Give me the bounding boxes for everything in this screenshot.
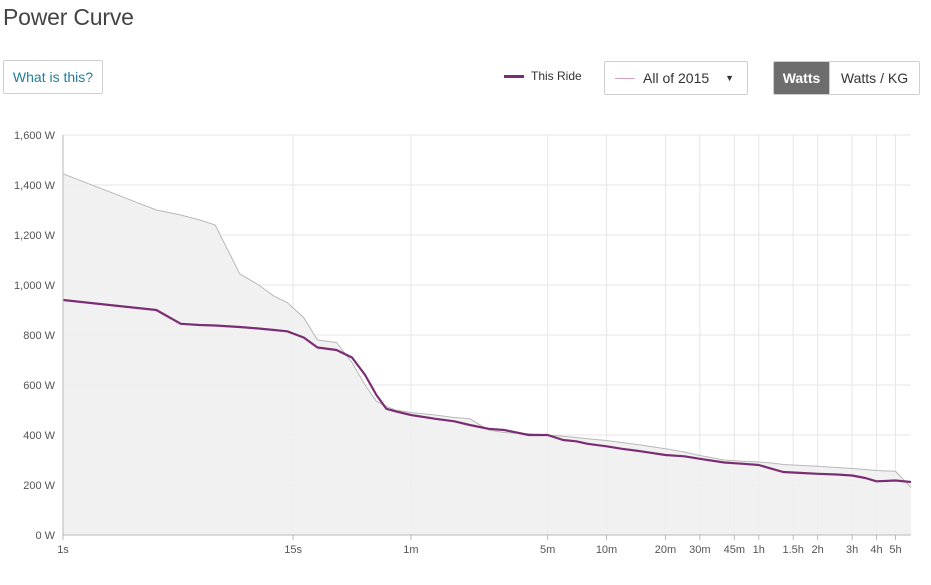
compare-period-value: All of 2015 [643,70,710,86]
x-tick-label: 1h [753,544,765,556]
x-tick-label: 5m [540,544,555,556]
y-tick-label: 0 W [35,530,55,542]
x-tick-label: 1.5h [783,544,804,556]
x-axis-ticks: 1s 15s 1m 5m 10m 20m 30m 45m 1h 1.5h 2h 3h 4h 5h [57,544,901,556]
watts-per-kg-toggle-button[interactable]: Watts / KG [829,62,919,94]
power-curve-chart: 0 W 200 W 400 W 600 W 800 W 1,000 W 1,200 W 1,4… [14,130,912,556]
x-tick-label: 1s [57,544,69,556]
chart-legend: This Ride [504,69,582,83]
watts-toggle-button[interactable]: Watts [774,62,829,94]
y-tick-label: 400 W [23,430,55,442]
compare-swatch [615,77,635,79]
series-lines [62,173,912,488]
this-ride-series-line [62,298,912,484]
y-tick-label: 1,000 W [14,280,56,292]
x-tick-label: 4h [870,544,882,556]
what-is-this-button[interactable]: What is this? [3,60,103,94]
compare-area [63,173,911,536]
x-tick-label: 10m [596,544,617,556]
x-tick-label: 45m [724,544,745,556]
compare-period-dropdown[interactable]: All of 2015 ▼ [604,61,748,95]
page-title: Power Curve [3,4,134,30]
x-tick-label: 1m [403,544,418,556]
this-ride-swatch [504,74,524,78]
x-tick-label: 3h [846,544,858,556]
y-tick-label: 1,400 W [14,180,56,192]
y-tick-label: 1,200 W [14,230,56,242]
x-tick-label: 30m [689,544,710,556]
caret-down-icon: ▼ [725,73,735,83]
y-axis-ticks: 0 W 200 W 400 W 600 W 800 W 1,000 W 1,200 W 1,4… [14,130,56,542]
y-tick-label: 1,600 W [14,130,56,142]
y-tick-label: 600 W [23,380,55,392]
y-tick-label: 200 W [23,480,55,492]
x-tick-label: 5h [889,544,901,556]
x-tick-label: 2h [812,544,824,556]
x-tick-label: 20m [655,544,676,556]
compare-series-line [62,173,912,488]
y-tick-label: 800 W [23,330,55,342]
axes [62,135,911,540]
units-toggle: Watts Watts / KG [773,61,920,95]
compare-series-area [63,173,911,536]
x-tick-label: 15s [284,544,302,556]
this-ride-legend-label: This Ride [531,69,582,83]
